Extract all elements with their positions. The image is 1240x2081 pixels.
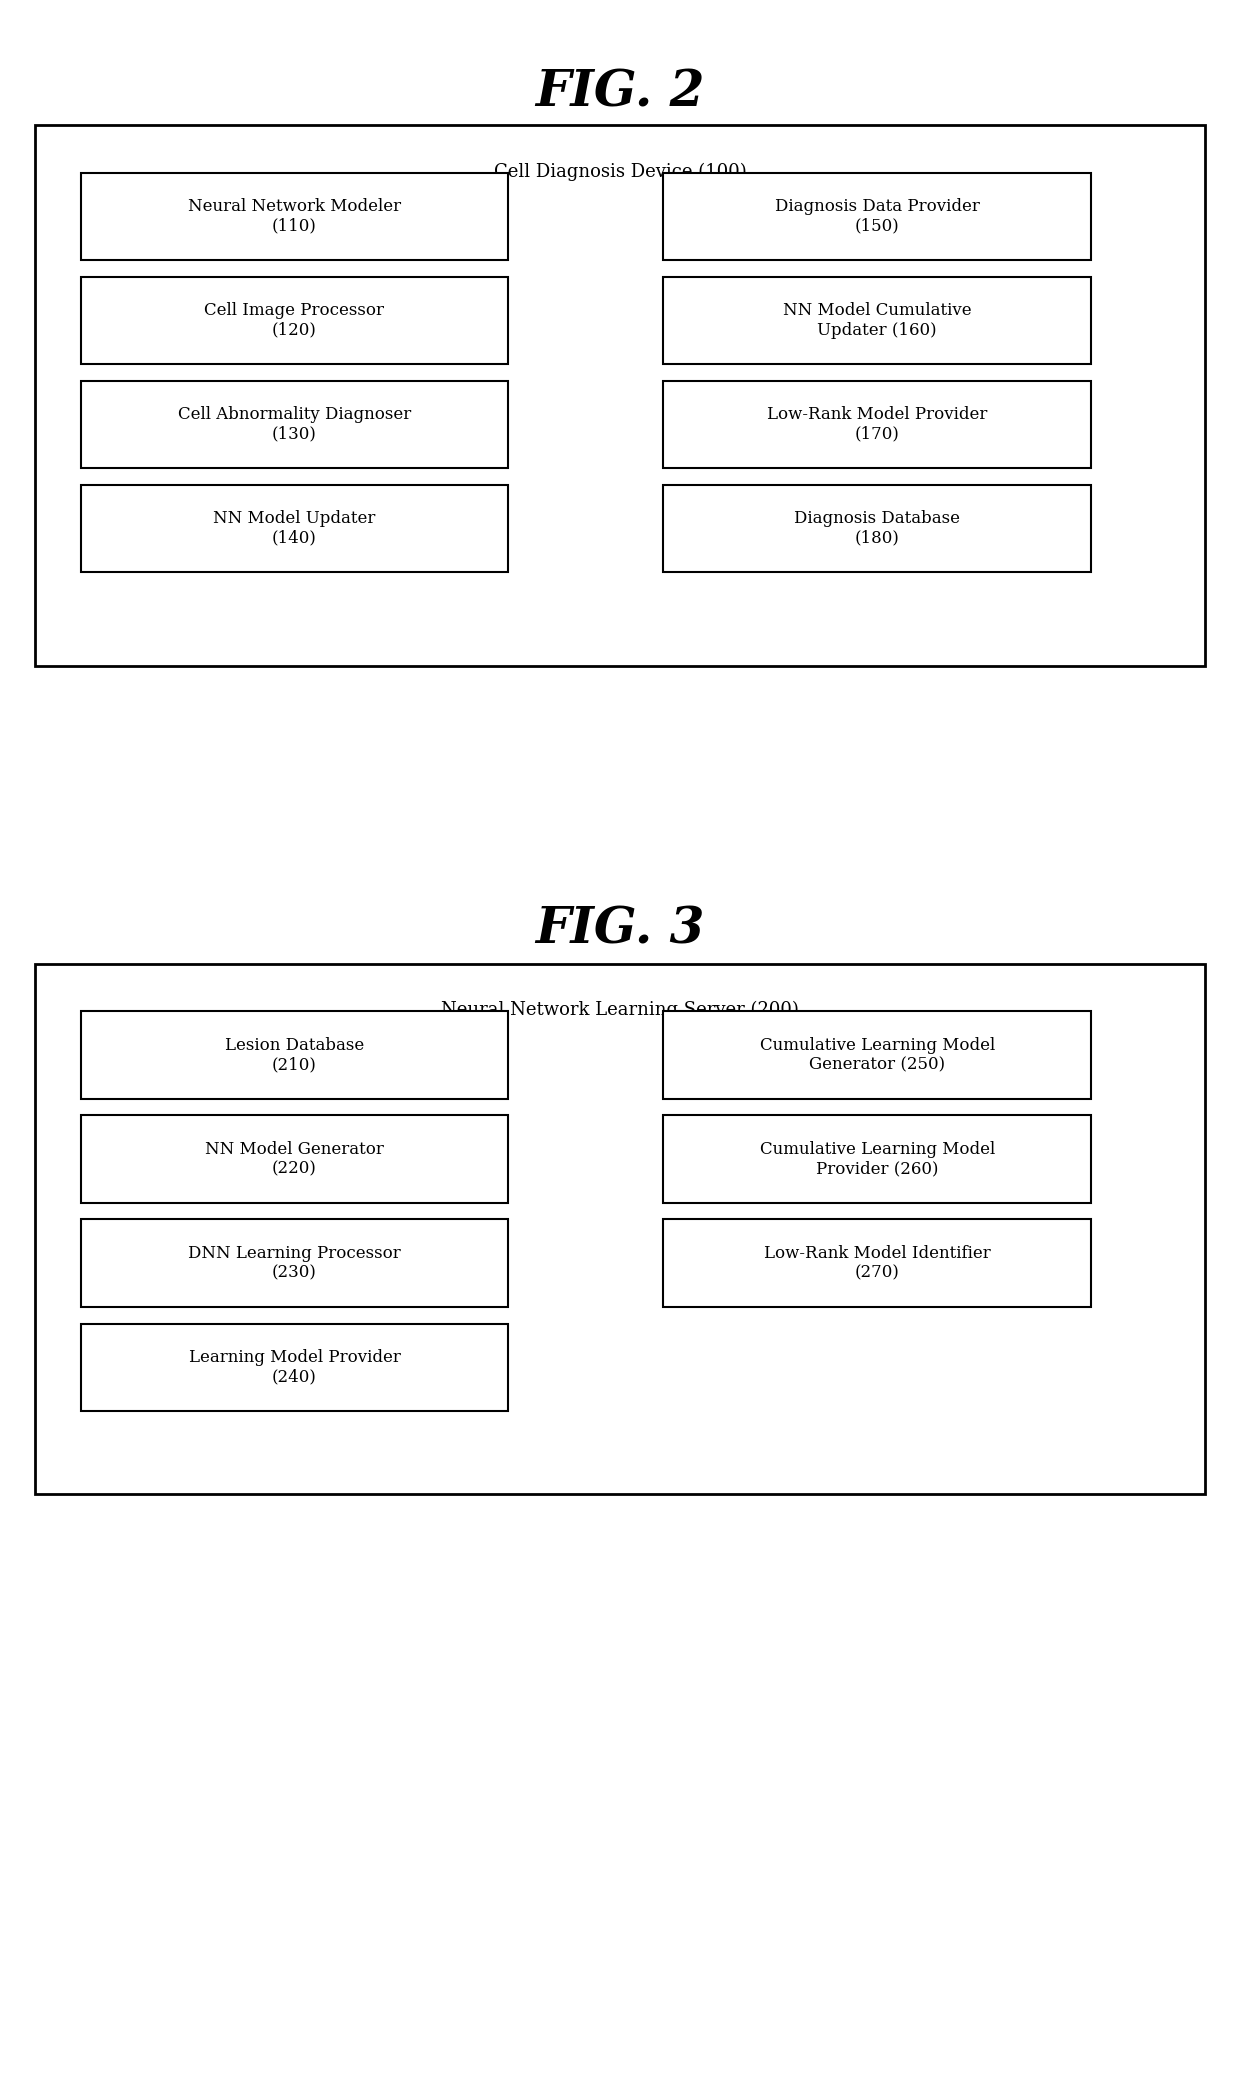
Text: NN Model Cumulative
Updater (160): NN Model Cumulative Updater (160) xyxy=(782,302,972,339)
Text: Low-Rank Model Identifier
(270): Low-Rank Model Identifier (270) xyxy=(764,1244,991,1282)
Text: Cell Diagnosis Device (100): Cell Diagnosis Device (100) xyxy=(494,162,746,181)
FancyBboxPatch shape xyxy=(81,381,508,468)
FancyBboxPatch shape xyxy=(663,1219,1091,1307)
FancyBboxPatch shape xyxy=(81,1011,508,1099)
FancyBboxPatch shape xyxy=(663,1115,1091,1203)
FancyBboxPatch shape xyxy=(663,1011,1091,1099)
Text: DNN Learning Processor
(230): DNN Learning Processor (230) xyxy=(188,1244,401,1282)
FancyBboxPatch shape xyxy=(81,277,508,364)
Text: Cell Abnormality Diagnoser
(130): Cell Abnormality Diagnoser (130) xyxy=(177,406,412,443)
Text: Diagnosis Data Provider
(150): Diagnosis Data Provider (150) xyxy=(775,198,980,235)
Text: Diagnosis Database
(180): Diagnosis Database (180) xyxy=(795,510,960,547)
Text: Cumulative Learning Model
Generator (250): Cumulative Learning Model Generator (250… xyxy=(760,1036,994,1074)
Text: NN Model Updater
(140): NN Model Updater (140) xyxy=(213,510,376,547)
FancyBboxPatch shape xyxy=(81,485,508,572)
Text: Low-Rank Model Provider
(170): Low-Rank Model Provider (170) xyxy=(768,406,987,443)
Text: Neural Network Learning Server (200): Neural Network Learning Server (200) xyxy=(441,1001,799,1020)
FancyBboxPatch shape xyxy=(35,964,1205,1494)
FancyBboxPatch shape xyxy=(81,1115,508,1203)
Text: NN Model Generator
(220): NN Model Generator (220) xyxy=(205,1140,384,1178)
FancyBboxPatch shape xyxy=(663,381,1091,468)
FancyBboxPatch shape xyxy=(663,173,1091,260)
Text: FIG. 2: FIG. 2 xyxy=(536,69,704,119)
FancyBboxPatch shape xyxy=(663,277,1091,364)
Text: FIG. 3: FIG. 3 xyxy=(536,905,704,955)
FancyBboxPatch shape xyxy=(81,1219,508,1307)
Text: Lesion Database
(210): Lesion Database (210) xyxy=(224,1036,365,1074)
Text: Cell Image Processor
(120): Cell Image Processor (120) xyxy=(205,302,384,339)
FancyBboxPatch shape xyxy=(35,125,1205,666)
Text: Cumulative Learning Model
Provider (260): Cumulative Learning Model Provider (260) xyxy=(760,1140,994,1178)
Text: Learning Model Provider
(240): Learning Model Provider (240) xyxy=(188,1348,401,1386)
FancyBboxPatch shape xyxy=(81,173,508,260)
FancyBboxPatch shape xyxy=(81,1324,508,1411)
Text: Neural Network Modeler
(110): Neural Network Modeler (110) xyxy=(188,198,401,235)
FancyBboxPatch shape xyxy=(663,485,1091,572)
